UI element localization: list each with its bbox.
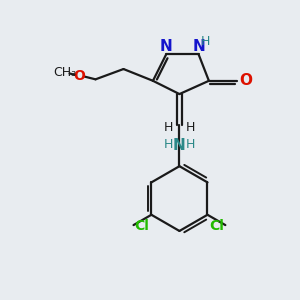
Text: O: O [239,73,252,88]
Text: Cl: Cl [210,219,224,233]
Text: N: N [192,39,205,54]
Text: CH₃: CH₃ [53,66,76,80]
Text: H: H [200,35,210,48]
Text: H: H [186,121,195,134]
Text: H: H [164,121,173,134]
Text: H: H [186,138,195,151]
Text: H: H [164,138,173,151]
Text: O: O [74,69,85,83]
Text: N: N [173,138,186,153]
Text: N: N [160,39,172,54]
Text: Cl: Cl [134,219,149,233]
